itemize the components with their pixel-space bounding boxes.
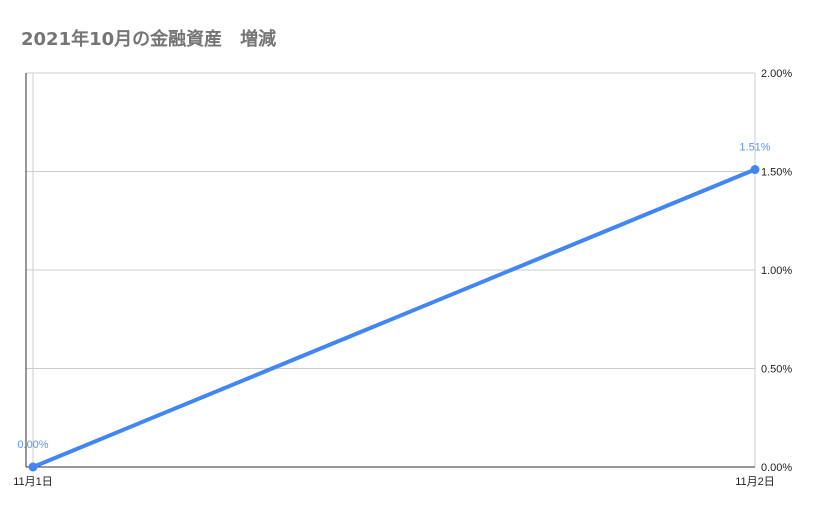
x-tick-label: 11月1日 xyxy=(13,476,53,488)
y-tick-label: 1.00% xyxy=(761,265,792,277)
data-point xyxy=(28,462,38,472)
y-tick-label: 2.00% xyxy=(761,68,792,80)
y-tick-label: 0.00% xyxy=(761,462,792,474)
chart-title: 2021年10月の金融資産 増減 xyxy=(21,29,277,50)
data-point xyxy=(750,165,760,175)
x-tick-label: 11月2日 xyxy=(735,476,775,488)
y-tick-label: 0.50% xyxy=(761,364,792,376)
series-line xyxy=(32,167,756,469)
y-tick-label: 1.50% xyxy=(761,167,792,179)
data-label: 1.51% xyxy=(739,142,770,154)
data-label: 0.00% xyxy=(17,439,48,451)
